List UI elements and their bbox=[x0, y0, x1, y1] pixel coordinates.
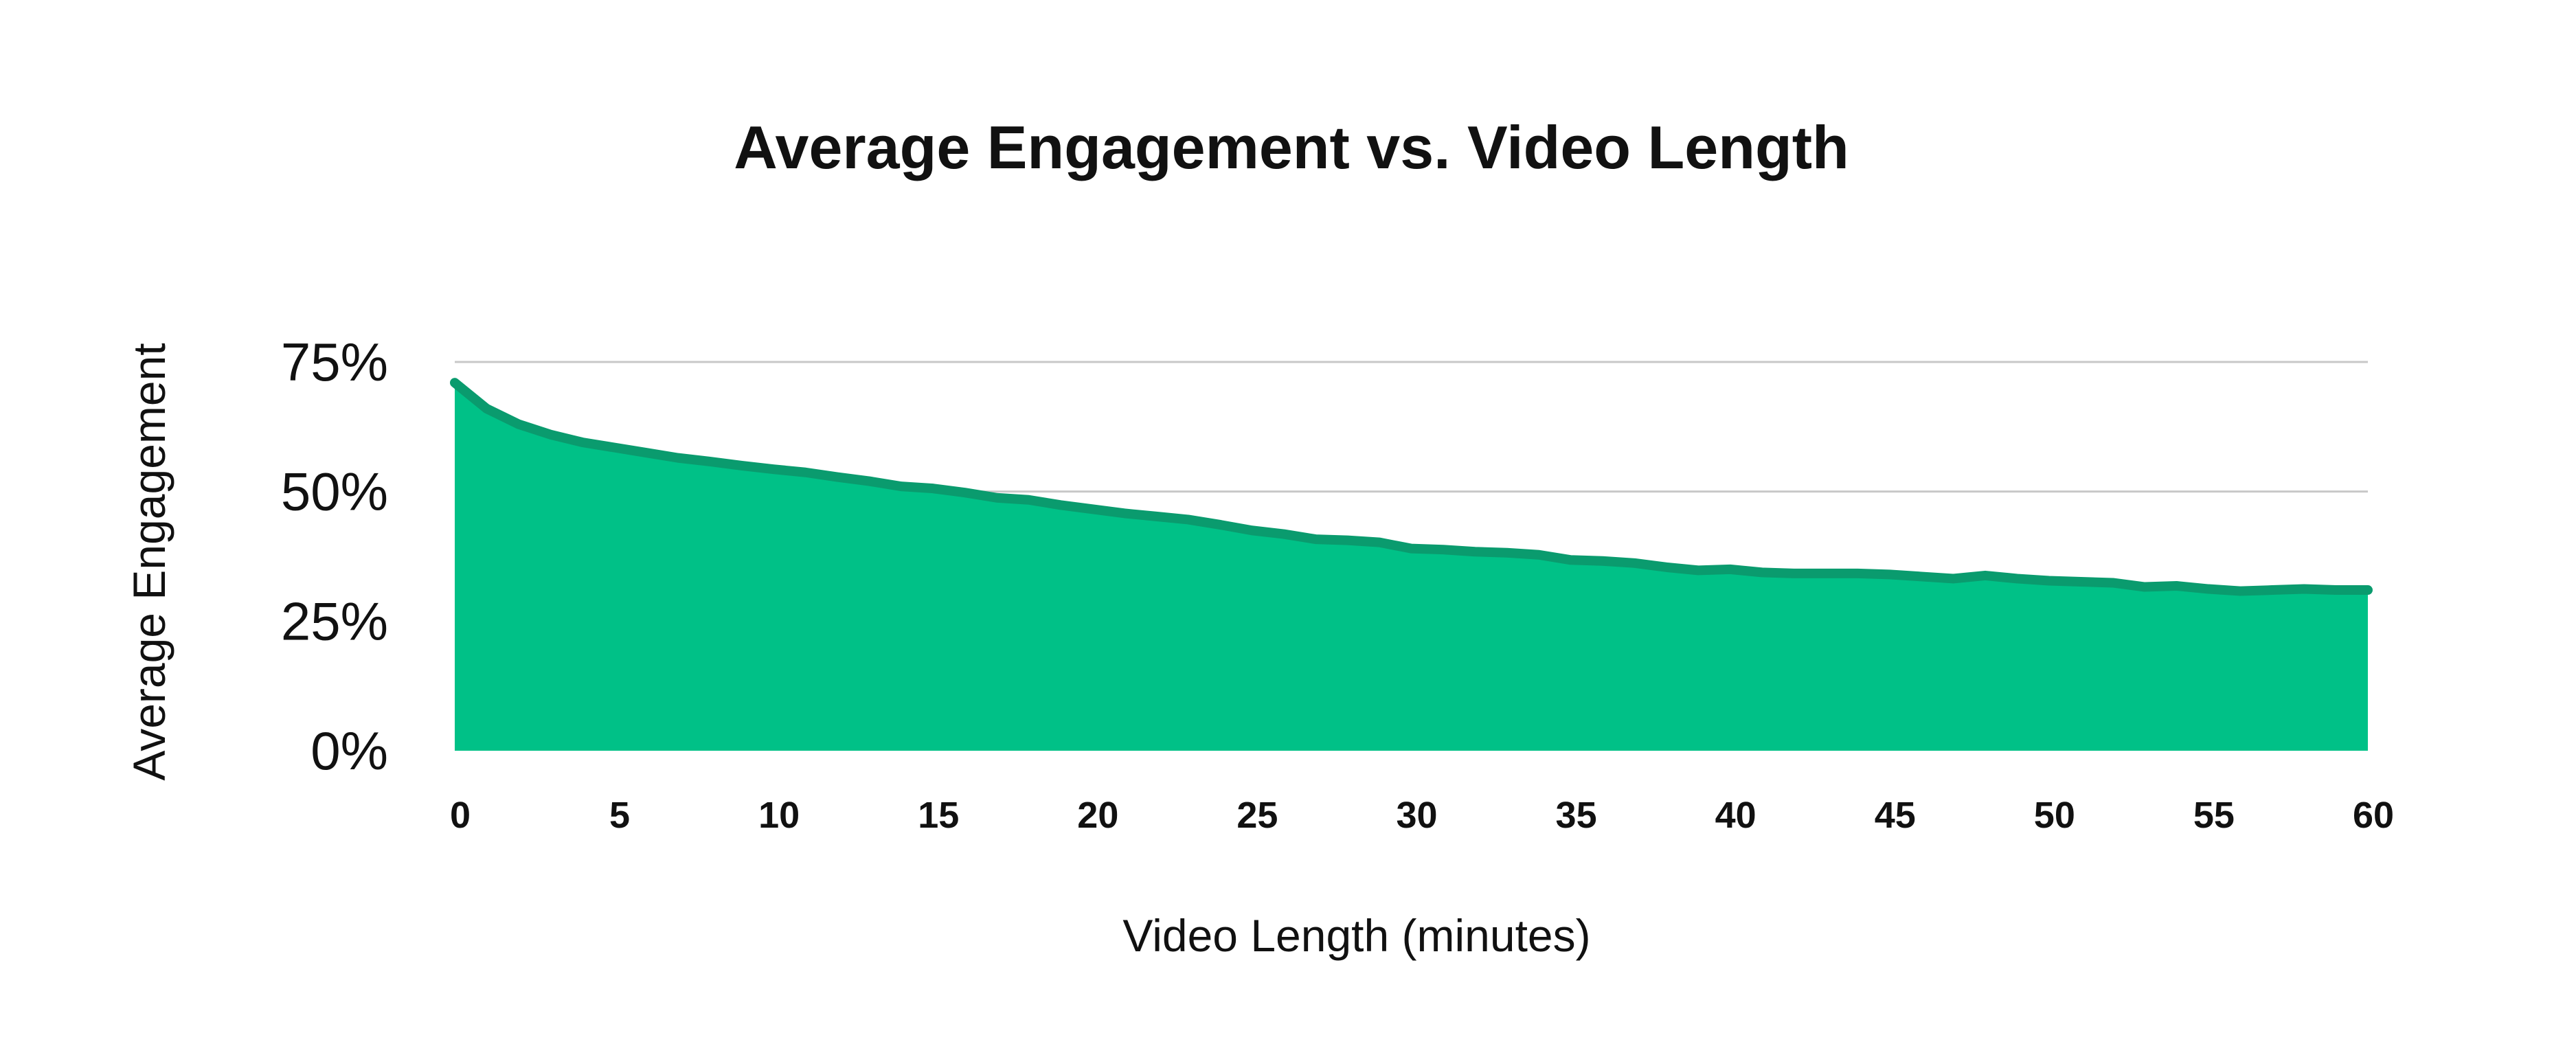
chart-title: Average Engagement vs. Video Length bbox=[734, 113, 1849, 181]
engagement-area bbox=[455, 383, 2368, 751]
y-axis-label: Average Engagement bbox=[124, 343, 174, 780]
x-axis-ticks: 0 5 10 15 20 25 30 35 40 45 50 55 60 bbox=[450, 795, 2394, 836]
x-tick-label: 35 bbox=[1556, 795, 1597, 836]
x-tick-label: 0 bbox=[450, 795, 471, 836]
x-tick-label: 30 bbox=[1396, 795, 1437, 836]
x-tick-label: 40 bbox=[1715, 795, 1756, 836]
x-tick-label: 55 bbox=[2193, 795, 2235, 836]
x-tick-label: 60 bbox=[2353, 795, 2394, 836]
plot-area bbox=[450, 378, 2373, 751]
y-tick-label: 0% bbox=[310, 721, 388, 781]
y-tick-label: 50% bbox=[281, 462, 388, 522]
x-tick-label: 15 bbox=[918, 795, 959, 836]
x-tick-label: 5 bbox=[609, 795, 630, 836]
x-axis-label: Video Length (minutes) bbox=[1122, 910, 1590, 961]
x-tick-label: 25 bbox=[1236, 795, 1278, 836]
x-tick-label: 45 bbox=[1875, 795, 1916, 836]
y-tick-label: 25% bbox=[281, 591, 388, 651]
y-axis-ticks: 0% 25% 50% 75% bbox=[281, 332, 388, 781]
x-tick-label: 50 bbox=[2034, 795, 2075, 836]
y-tick-label: 75% bbox=[281, 332, 388, 392]
engagement-line bbox=[450, 378, 2373, 596]
x-tick-label: 20 bbox=[1077, 795, 1118, 836]
x-tick-label: 10 bbox=[758, 795, 800, 836]
